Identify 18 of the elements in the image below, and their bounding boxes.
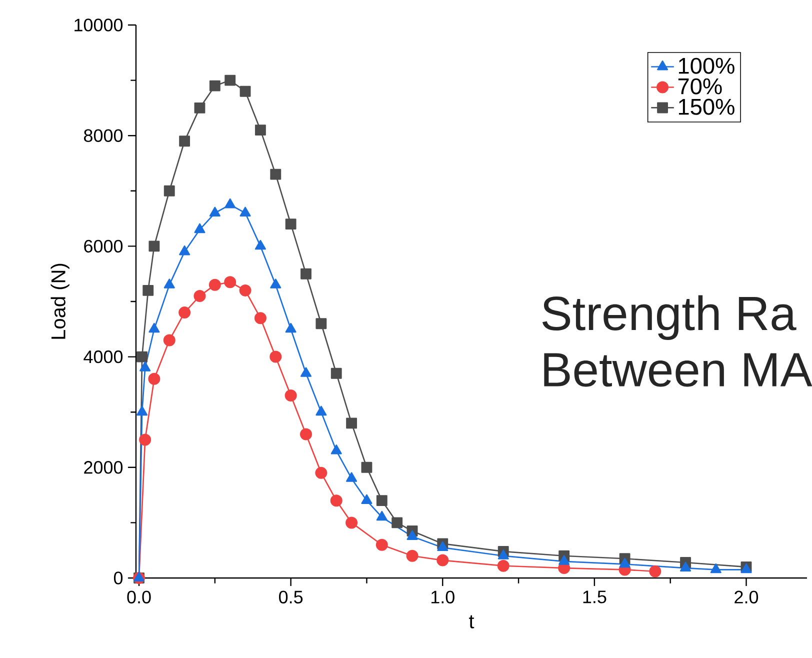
x-tick-label: 1.5 xyxy=(583,590,606,604)
x-tick-label: 0.5 xyxy=(279,590,303,604)
legend-label: 70% xyxy=(678,78,722,94)
x-axis-title: t xyxy=(468,615,474,628)
y-tick-label: 0 xyxy=(114,572,123,584)
x-tick-label: 1.0 xyxy=(431,590,454,604)
legend-label: 150% xyxy=(678,98,734,115)
annotation: Between MA xyxy=(544,353,812,387)
x-tick-label: 2.0 xyxy=(734,590,758,604)
y-tick-label: 10000 xyxy=(74,18,123,32)
y-tick-label: 4000 xyxy=(84,350,123,364)
annotation: Strength Ra xyxy=(542,295,796,340)
y-tick-label: 8000 xyxy=(84,129,123,142)
legend-label: 100% xyxy=(678,58,734,74)
y-tick-label: 6000 xyxy=(84,240,123,253)
x-tick-label: 0.0 xyxy=(127,590,151,604)
y-tick-label: 2000 xyxy=(84,461,123,474)
y-axis-title: Load (N) xyxy=(50,264,70,339)
